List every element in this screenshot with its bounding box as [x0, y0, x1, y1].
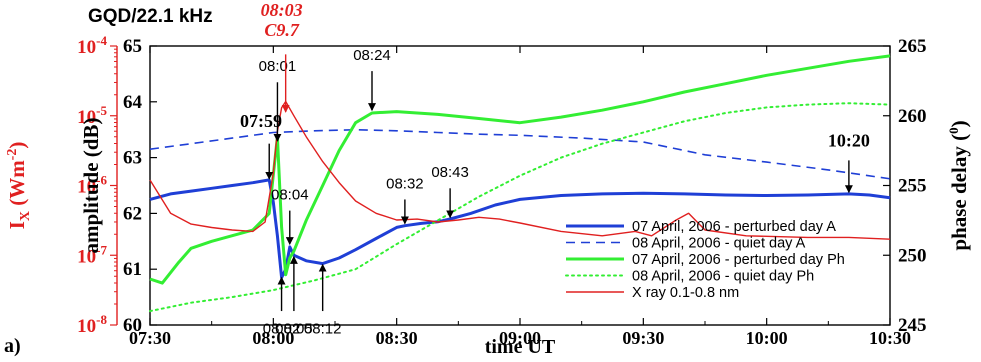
xray-tick-label: 10-6 — [77, 173, 107, 198]
y-left-tick-label: 63 — [123, 148, 142, 169]
labels-layer: 07:30 08:00 08:30 09:00 09:30 10:00 10:30 60 61 6… — [4, 0, 971, 358]
y-right-tick-label: 255 — [898, 176, 927, 197]
y-left-tick-label: 64 — [123, 92, 143, 113]
x-tick-label: 09:00 — [499, 328, 541, 348]
legend-label: X ray 0.1-0.8 nm — [632, 285, 739, 301]
annotation-label: 08:01 — [259, 58, 297, 75]
axes-layer — [110, 45, 891, 326]
xray-tick-label: 10-5 — [77, 103, 107, 128]
xray-tick-label: 10-4 — [77, 33, 107, 58]
series-line-3 — [149, 54, 891, 285]
legend-label: 07 April, 2006 - perturbed day A — [632, 219, 836, 235]
y-left-tick-label: 60 — [123, 315, 142, 336]
legend-label: 08 April, 2006 - quiet day A — [632, 236, 806, 252]
x-tick-label: 08:30 — [376, 328, 418, 348]
annotation-label: 08:02 — [263, 320, 301, 337]
x-tick-label: 08:00 — [252, 328, 294, 348]
y-right-tick-label: 265 — [898, 36, 927, 57]
flare-time-label: 08:03 — [261, 0, 303, 20]
xray-tick-label: 10-7 — [77, 242, 107, 267]
annotation-label: 08:43 — [431, 164, 469, 181]
x-tick-label: 09:30 — [622, 328, 664, 348]
annotation-label: 10:20 — [828, 130, 870, 150]
annotation-label: 08:32 — [386, 175, 424, 192]
annotation-label: 08:04 — [271, 186, 309, 203]
y-left-tick-label: 61 — [123, 259, 142, 280]
y-xray-axis-label: IX (Wm-2) — [5, 142, 33, 230]
annotation-label: 08:05 — [275, 320, 313, 337]
flare-class-label: C9.7 — [264, 20, 300, 40]
x-axis-label: time UT — [485, 336, 556, 358]
y-right-tick-label: 250 — [898, 245, 927, 266]
y-left-axis-label: amplitude (dB) — [79, 118, 103, 254]
legend: 07 April, 2006 - perturbed day A08 April… — [565, 219, 845, 301]
chart-title: GQD/22.1 kHz — [88, 6, 213, 27]
y-right-axis-label: phase delay (0) — [946, 120, 971, 250]
xray-tick-label: 10-8 — [77, 312, 107, 337]
x-tick-label: 10:30 — [869, 328, 911, 348]
y-left-tick-label: 62 — [123, 203, 142, 224]
x-tick-label: 10:00 — [746, 328, 788, 348]
series-line-4 — [149, 102, 891, 313]
x-tick-label: 07:30 — [129, 328, 171, 348]
series-line-1 — [149, 178, 891, 280]
series-line-5 — [149, 100, 891, 240]
legend-label: 07 April, 2006 - perturbed day Ph — [632, 252, 845, 268]
annotation-label: 08:24 — [353, 47, 391, 64]
annotation-label: 07:59 — [240, 111, 282, 131]
series-layer — [149, 54, 891, 313]
y-right-tick-label: 260 — [898, 106, 927, 127]
y-left-tick-label: 65 — [123, 36, 142, 57]
annotation-label: 08:12 — [304, 320, 342, 337]
series-line-2 — [149, 128, 891, 180]
annotation-layer: 07:59 08:01 08:24 08:04 08:32 08:43 10:20 08:02… — [240, 47, 870, 337]
panel-label: a) — [4, 335, 21, 357]
y-right-tick-label: 245 — [898, 315, 927, 336]
legend-label: 08 April, 2006 - quiet day Ph — [632, 269, 814, 285]
